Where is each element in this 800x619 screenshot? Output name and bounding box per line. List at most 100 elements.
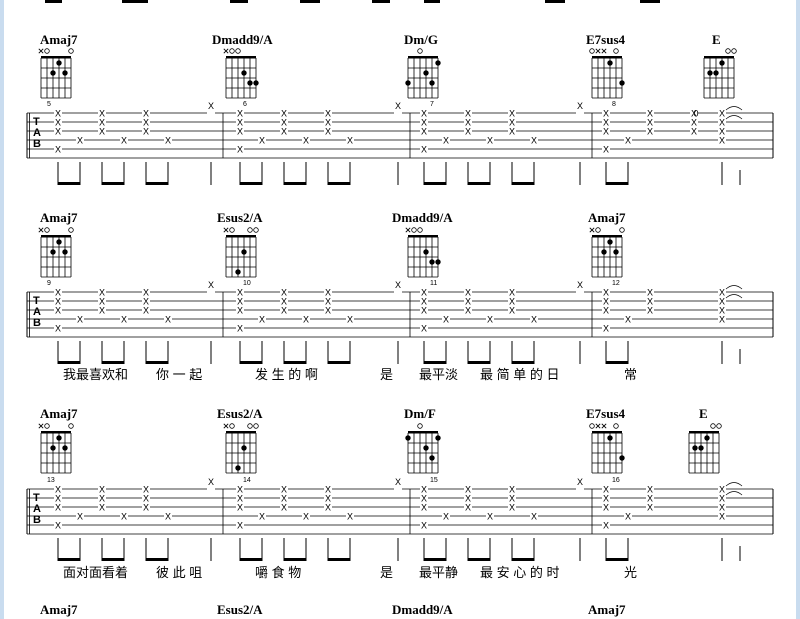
tab-note-bg bbox=[236, 521, 244, 529]
tab-note: X bbox=[647, 109, 653, 119]
tab-note-bg bbox=[420, 485, 428, 493]
tab-note-bg bbox=[54, 485, 62, 493]
tab-note: X bbox=[143, 306, 149, 316]
tab-note-bg bbox=[420, 288, 428, 296]
tab-note: X bbox=[647, 485, 653, 495]
tab-note: X bbox=[719, 315, 725, 325]
lyric-text: 最 安 心 的 时 bbox=[480, 565, 560, 580]
tab-note-bg bbox=[464, 297, 472, 305]
finger-dot bbox=[423, 445, 429, 451]
tab-note: X bbox=[421, 324, 427, 334]
tab-note-bg bbox=[530, 315, 538, 323]
tab-note: X bbox=[143, 297, 149, 307]
tab-note: X bbox=[531, 315, 537, 325]
tab-note: X bbox=[325, 118, 331, 128]
tab-note-bg bbox=[324, 485, 332, 493]
beam-partial bbox=[230, 0, 248, 3]
tab-note-bg bbox=[142, 288, 150, 296]
tab-clef-letter: A bbox=[33, 306, 41, 318]
tab-note: X bbox=[719, 503, 725, 513]
tab-note: X bbox=[55, 324, 61, 334]
tab-note: X bbox=[55, 503, 61, 513]
tab-note-bg bbox=[142, 485, 150, 493]
tab-note: X bbox=[625, 315, 631, 325]
tab-note: X bbox=[325, 127, 331, 137]
note-beam bbox=[468, 361, 490, 364]
tab-note-bg bbox=[142, 503, 150, 511]
note-beam bbox=[284, 182, 306, 185]
open-string-marker bbox=[411, 227, 417, 233]
tab-note: X bbox=[99, 297, 105, 307]
tab-note: X bbox=[465, 288, 471, 298]
tab-note-bg bbox=[280, 297, 288, 305]
tab-note-bg bbox=[142, 109, 150, 117]
tab-note: X bbox=[143, 485, 149, 495]
tab-note-bg bbox=[54, 109, 62, 117]
finger-dot bbox=[435, 60, 441, 66]
tab-note-bg bbox=[280, 127, 288, 135]
tab-clef-letter: B bbox=[33, 514, 41, 526]
muted-string-marker bbox=[223, 48, 229, 54]
note-beam bbox=[468, 558, 490, 561]
tab-note-bg bbox=[324, 494, 332, 502]
tab-note: X bbox=[647, 494, 653, 504]
note-beam bbox=[512, 361, 534, 364]
tab-note: X bbox=[347, 136, 353, 146]
tab-note-bg bbox=[718, 297, 726, 305]
chord-name: Amaj7 bbox=[40, 602, 78, 617]
finger-dot bbox=[423, 70, 429, 76]
tab-note-bg bbox=[54, 127, 62, 135]
chord-nut bbox=[408, 56, 438, 59]
muted-string-marker bbox=[38, 423, 44, 429]
chord-name: Amaj7 bbox=[40, 406, 78, 421]
tie-arc bbox=[725, 294, 743, 299]
chord-name: Dmadd9/A bbox=[392, 210, 453, 225]
finger-dot bbox=[50, 249, 56, 255]
beam-partial bbox=[545, 0, 565, 3]
tab-note-bg bbox=[207, 109, 215, 117]
tab-note-bg bbox=[624, 315, 632, 323]
tab-clef-letter: T bbox=[33, 295, 40, 307]
open-string-marker bbox=[595, 227, 601, 233]
tab-note-bg bbox=[258, 512, 266, 520]
muted-string-marker bbox=[223, 227, 229, 233]
open-string-marker bbox=[68, 48, 74, 54]
note-beam bbox=[512, 182, 534, 185]
note-beam bbox=[58, 361, 80, 364]
tab-note-bg bbox=[646, 127, 654, 135]
tab-note-bg bbox=[324, 118, 332, 126]
tab-note-bg bbox=[142, 297, 150, 305]
tab-note-bg bbox=[98, 118, 106, 126]
open-string-marker bbox=[716, 423, 722, 429]
measure-number: 12 bbox=[612, 280, 620, 287]
beam-partial bbox=[372, 0, 390, 3]
tab-note: X bbox=[603, 145, 609, 155]
tab-note-bg bbox=[576, 288, 584, 296]
tab-note-bg bbox=[120, 512, 128, 520]
tab-note: X bbox=[647, 297, 653, 307]
measure-number: 11 bbox=[430, 280, 437, 287]
tab-note: X bbox=[465, 297, 471, 307]
muted-string-marker bbox=[405, 227, 411, 233]
tab-note: X bbox=[55, 297, 61, 307]
tab-note: X bbox=[237, 109, 243, 119]
tab-note: X bbox=[121, 136, 127, 146]
chord-nut bbox=[592, 235, 622, 238]
lyric-text: 是 bbox=[380, 367, 394, 382]
note-beam bbox=[58, 558, 80, 561]
tab-clef-letter: B bbox=[33, 138, 41, 150]
tab-note: X bbox=[395, 477, 401, 487]
lyric-text: 最平淡 bbox=[419, 367, 459, 382]
tab-note: X bbox=[691, 109, 697, 119]
tab-note: X bbox=[577, 477, 583, 487]
tab-note: X bbox=[121, 512, 127, 522]
tab-note: X bbox=[325, 297, 331, 307]
tab-note-bg bbox=[690, 127, 698, 135]
window-frame-left bbox=[0, 0, 4, 619]
finger-dot bbox=[62, 70, 68, 76]
tab-note: X bbox=[531, 136, 537, 146]
lyric-text: 彼 此 咀 bbox=[156, 565, 203, 580]
note-beam bbox=[58, 182, 80, 185]
tab-note-bg bbox=[164, 315, 172, 323]
muted-string-marker bbox=[595, 48, 601, 54]
